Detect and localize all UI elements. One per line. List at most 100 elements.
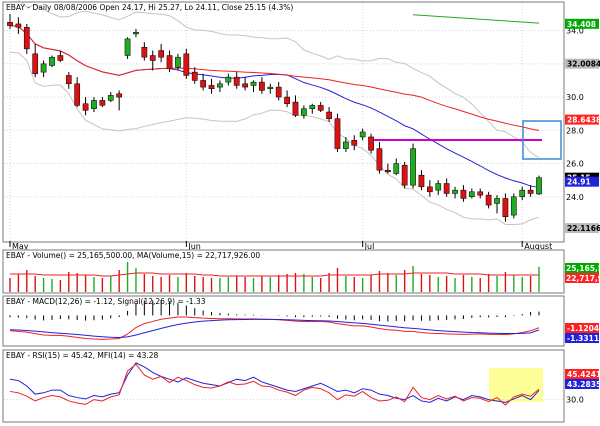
candle-body — [301, 108, 307, 116]
candle-body — [191, 71, 198, 81]
rsi-panel-frame — [2, 349, 565, 423]
rsi-highlight-box — [489, 368, 543, 402]
candle-body — [32, 53, 39, 75]
volume-header: EBAY - Volume() = 25,165,500.00, MA(Volu… — [6, 251, 260, 260]
rsi-tag-label: 43.2835 — [567, 380, 600, 389]
price-tag-background — [565, 18, 599, 29]
candle-body — [158, 50, 164, 58]
candle-body — [418, 174, 425, 188]
candle-body — [536, 177, 542, 195]
macd-histogram — [9, 300, 540, 322]
rsi-panel: EBAY - RSI(15) = 45.42, MFI(14) = 43.28 … — [2, 349, 600, 423]
candle-body — [519, 189, 526, 198]
candle-body — [443, 183, 450, 194]
candle-body — [133, 32, 139, 35]
volume-moving-average — [10, 272, 539, 277]
price-panel-frame — [2, 1, 565, 243]
candle-body — [468, 191, 475, 198]
price-tag-label: 34.408 — [567, 20, 596, 29]
candle-body — [351, 140, 358, 146]
mfi-line — [9, 362, 540, 403]
moving-average-lines — [9, 0, 540, 226]
candle-body — [91, 100, 97, 109]
price-tag-background — [565, 223, 599, 234]
x-axis-label: Jul — [364, 242, 375, 251]
candlesticks — [7, 13, 542, 222]
candle-body — [175, 56, 181, 68]
rsi-header: EBAY - RSI(15) = 45.42, MFI(14) = 43.28 — [6, 351, 159, 360]
candle-body — [284, 96, 290, 104]
candle-body — [460, 189, 467, 199]
candle-body — [343, 141, 349, 149]
candle-body — [275, 86, 282, 98]
candle-body — [74, 83, 81, 106]
candle-body — [208, 85, 215, 90]
rsi-tag-background — [565, 379, 599, 389]
candle-body — [65, 75, 72, 85]
price-tag-background — [565, 114, 599, 125]
volume-value-tags: 25,165,5022,717,92 — [565, 263, 600, 283]
macd-tag-label: -1.12049 — [567, 324, 600, 333]
candle-body — [376, 148, 383, 171]
candle-body — [485, 194, 492, 206]
ma-50-line — [9, 25, 540, 131]
candle-body — [267, 86, 274, 90]
price-panel: EBAY - Daily 08/08/2006 Open 24.17, Hi 2… — [2, 0, 600, 243]
candle-body — [15, 23, 22, 28]
price-vertical-gridlines — [9, 3, 523, 241]
x-axis-labels: May Jun Jul August — [9, 241, 552, 251]
price-tick-label: 28.0 — [566, 126, 584, 135]
price-tag-label: 28.6438 — [567, 116, 600, 125]
candle-body — [477, 191, 484, 196]
candle-body — [183, 53, 190, 76]
candle-body — [40, 63, 47, 73]
x-axis-label: May — [12, 242, 29, 251]
highlight-box — [522, 120, 562, 160]
candle-body — [116, 93, 123, 98]
price-tick-label: 34.0 — [566, 27, 584, 36]
candle-body — [385, 169, 391, 173]
candle-body — [435, 183, 442, 191]
rsi-axis-ticks: 30.0 — [566, 396, 584, 405]
candle-body — [200, 80, 206, 88]
rsi-mfi-lines — [9, 362, 540, 406]
macd-header: EBAY - MACD(12,26) = -1.12, Signal(12,26… — [6, 297, 206, 306]
rsi-tag-label: 45.4241 — [567, 370, 600, 379]
signal-line — [9, 318, 540, 339]
candle-body — [225, 76, 232, 83]
candle-body — [99, 100, 106, 106]
candle-body — [368, 136, 374, 151]
candle-body — [124, 38, 131, 56]
bollinger-upper-line — [14, 0, 540, 159]
candle-body — [326, 111, 332, 119]
candle-body — [250, 81, 257, 86]
candle-body — [107, 95, 114, 101]
x-axis-label: Jun — [187, 242, 201, 251]
macd-lines — [9, 316, 540, 340]
volume-panel: EBAY - Volume() = 25,165,500.00, MA(Volu… — [2, 249, 600, 294]
volume-ma-line — [10, 272, 539, 277]
candle-body — [233, 76, 240, 86]
price-tag-label: 24.91 — [567, 178, 591, 187]
candle-body — [82, 103, 89, 111]
candle-body — [317, 105, 324, 111]
rsi-tag-background — [565, 369, 599, 379]
candle-body — [426, 186, 433, 193]
candle-body — [166, 55, 173, 70]
candle-body — [7, 22, 13, 26]
price-tick-label: 24.0 — [566, 193, 584, 202]
volume-tag-background — [565, 263, 599, 273]
volume-bars — [9, 262, 540, 292]
price-tag-background — [565, 176, 599, 187]
ma-200-line — [413, 14, 540, 24]
x-axis-label: August — [524, 242, 552, 251]
rsi-tick-label: 30.0 — [566, 396, 584, 405]
price-tag-background — [565, 58, 599, 69]
volume-tag-label: 22,717,92 — [566, 274, 600, 283]
price-tag-label: 22.1166 — [567, 224, 600, 233]
macd-tag-background — [565, 333, 599, 343]
candle-body — [242, 83, 248, 88]
candle-body — [259, 81, 265, 91]
